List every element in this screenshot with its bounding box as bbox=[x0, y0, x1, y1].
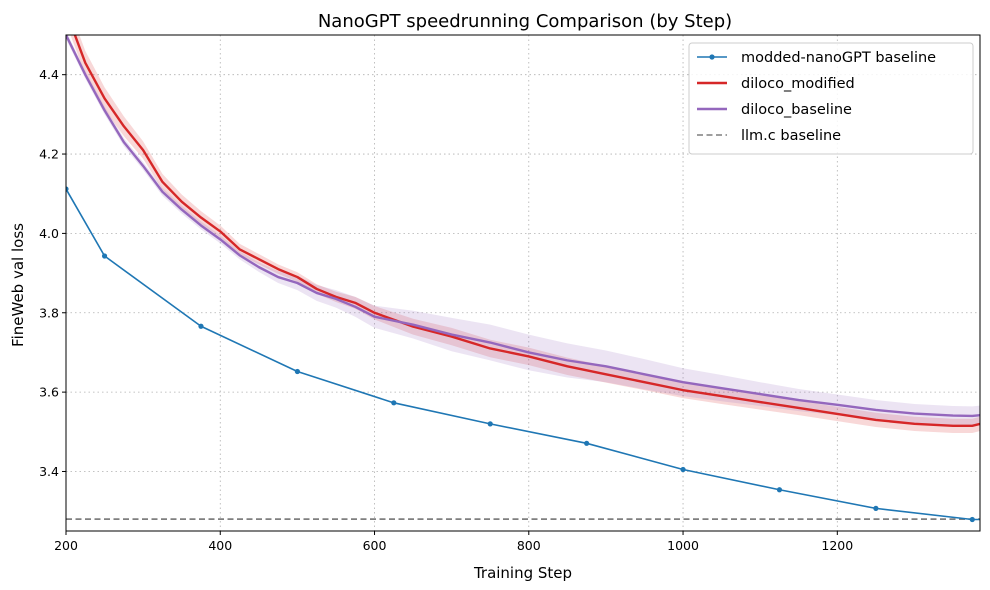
legend-label: diloco_modified bbox=[741, 76, 855, 92]
data-point bbox=[873, 505, 879, 511]
y-axis-label: FineWeb val loss bbox=[9, 223, 27, 347]
legend-label: modded-nanoGPT baseline bbox=[741, 50, 936, 66]
y-tick-label: 3.8 bbox=[39, 305, 59, 320]
x-tick-label: 1200 bbox=[821, 538, 853, 553]
legend-item-llm-c-baseline: llm.c baseline bbox=[697, 128, 841, 144]
data-point bbox=[680, 466, 686, 473]
data-point bbox=[776, 487, 783, 493]
x-axis-label: Training Step bbox=[473, 564, 572, 582]
y-tick-label: 4.4 bbox=[39, 67, 59, 82]
x-tick-label: 1000 bbox=[667, 538, 699, 553]
legend-item-modded-nanogpt-baseline: modded-nanoGPT baseline bbox=[697, 50, 936, 66]
chart-title: NanoGPT speedrunning Comparison (by Step… bbox=[318, 11, 732, 32]
data-point bbox=[66, 186, 69, 192]
y-tick-label: 4.0 bbox=[39, 226, 59, 241]
legend: modded-nanoGPT baseline diloco_modifieddi… bbox=[688, 42, 974, 155]
x-tick-label: 400 bbox=[208, 538, 232, 553]
data-point bbox=[198, 323, 204, 329]
legend-marker bbox=[709, 54, 715, 60]
data-point bbox=[294, 368, 300, 375]
axes-frame bbox=[65, 34, 981, 532]
data-point bbox=[487, 421, 493, 427]
confidence-band-diloco-baseline bbox=[66, 35, 980, 426]
data-point bbox=[391, 400, 397, 406]
x-tick-label: 800 bbox=[517, 538, 541, 553]
data-point bbox=[969, 516, 975, 523]
data-point bbox=[101, 253, 108, 259]
series-line-modded-nanogpt-baseline bbox=[66, 188, 980, 521]
plot-area bbox=[66, 35, 980, 523]
x-tick-label: 600 bbox=[363, 538, 387, 553]
confidence-band-diloco-modified bbox=[70, 35, 980, 433]
y-tick-label: 3.4 bbox=[39, 464, 59, 479]
legend-item-diloco-modified: diloco_modified bbox=[697, 76, 855, 92]
legend-label: llm.c baseline bbox=[741, 128, 841, 144]
legend-box bbox=[688, 42, 974, 155]
legend-item-diloco-baseline: diloco_baseline bbox=[697, 102, 852, 118]
y-tick-label: 4.2 bbox=[39, 147, 59, 162]
data-point bbox=[584, 440, 590, 446]
series-line-diloco-baseline bbox=[66, 35, 980, 418]
x-tick-label: 200 bbox=[54, 538, 78, 553]
legend-label: diloco_baseline bbox=[741, 102, 852, 118]
axes: 200 400 600 800 1000 1200 3.4 3.6 3.8 4.0 4.2 4.4 bbox=[39, 34, 981, 553]
y-tick-label: 3.6 bbox=[39, 385, 59, 400]
